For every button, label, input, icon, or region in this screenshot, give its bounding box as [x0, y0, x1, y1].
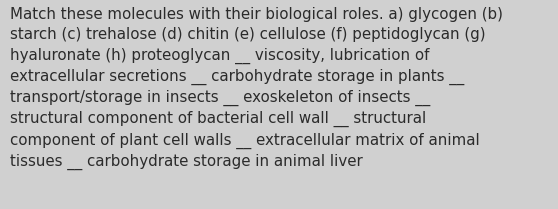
Text: Match these molecules with their biological roles. a) glycogen (b)
starch (c) tr: Match these molecules with their biologi… [10, 7, 503, 170]
